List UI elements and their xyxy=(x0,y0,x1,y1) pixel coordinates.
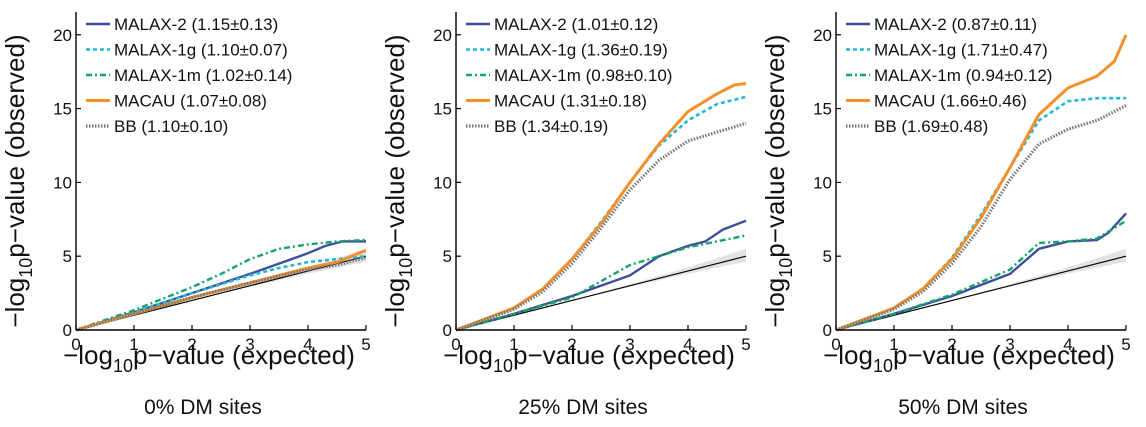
legend-entry: MALAX-2 (0.87±0.11) xyxy=(874,15,1037,34)
x-tick-label: 2 xyxy=(187,335,196,354)
series-line-bb xyxy=(835,104,1127,332)
x-tick-label: 5 xyxy=(1121,335,1130,354)
x-tick-label: 4 xyxy=(303,335,312,354)
qq-panel-2: 0 1 2 3 4 5 0 5 10 15 20 −log10p−value (observed) −l… xyxy=(380,12,751,419)
x-tick-label: 4 xyxy=(1063,335,1072,354)
legend-entry: MACAU (1.07±0.08) xyxy=(114,92,267,111)
x-axis-label: −log10p−value (expected) xyxy=(443,340,735,376)
series-line-bb xyxy=(75,256,367,332)
x-tick-label: 5 xyxy=(741,335,750,354)
series-line-bb xyxy=(455,121,747,332)
legend-entry: BB (1.69±0.48) xyxy=(874,117,988,136)
legend-entry: MALAX-1m (0.94±0.12) xyxy=(874,66,1052,85)
y-tick-label: 20 xyxy=(53,26,72,45)
y-tick-label: 5 xyxy=(443,247,452,266)
series-line-malax-1m xyxy=(455,234,747,332)
legend-entry: MACAU (1.66±0.46) xyxy=(874,92,1027,111)
y-tick-label: 20 xyxy=(813,26,832,45)
x-tick-label: 3 xyxy=(625,335,634,354)
y-axis-label: −log10p−value (observed) xyxy=(380,34,416,327)
legend-entry: BB (1.10±0.10) xyxy=(114,117,228,136)
panel-caption: 50% DM sites xyxy=(898,396,1028,419)
series-line-macau xyxy=(455,82,747,332)
y-tick-label: 0 xyxy=(823,321,832,340)
x-tick-label: 0 xyxy=(71,335,80,354)
legend: MALAX-2 (0.87±0.11) MALAX-1g (1.71±0.47) M… xyxy=(846,15,1052,136)
series-line-macau xyxy=(835,34,1128,332)
series-line-malax-1m xyxy=(835,219,1127,332)
legend-entry: MALAX-2 (1.01±0.12) xyxy=(494,15,658,34)
panel-caption: 0% DM sites xyxy=(144,396,262,419)
legend-entry: MALAX-1g (1.36±0.19) xyxy=(494,41,668,60)
y-tick-label: 10 xyxy=(813,173,832,192)
y-tick-label: 0 xyxy=(63,321,72,340)
qq-panel-3: 0 1 2 3 4 5 0 5 10 15 20 −log10p−value (observed) −l… xyxy=(760,12,1131,419)
y-tick-label: 0 xyxy=(443,321,452,340)
x-axis-label: −log10p−value (expected) xyxy=(823,340,1115,376)
series-line-malax-2 xyxy=(75,240,366,332)
legend-entry: MALAX-1m (0.98±0.10) xyxy=(494,66,672,85)
x-tick-label: 5 xyxy=(361,335,370,354)
y-tick-label: 5 xyxy=(63,247,72,266)
y-tick-label: 5 xyxy=(823,247,832,266)
y-tick-label: 10 xyxy=(53,173,72,192)
x-tick-label: 3 xyxy=(245,335,254,354)
y-tick-label: 10 xyxy=(433,173,452,192)
y-axis-label: −log10p−value (observed) xyxy=(760,34,796,327)
series-line-malax-1g xyxy=(75,254,367,332)
x-tick-label: 2 xyxy=(947,335,956,354)
legend: MALAX-2 (1.01±0.12) MALAX-1g (1.36±0.19) M… xyxy=(466,15,672,136)
legend: MALAX-2 (1.15±0.13) MALAX-1g (1.10±0.07) M… xyxy=(86,15,292,136)
y-tick-label: 15 xyxy=(433,100,452,119)
legend-entry: MALAX-2 (1.15±0.13) xyxy=(114,15,278,34)
x-tick-label: 1 xyxy=(509,335,518,354)
y-tick-label: 20 xyxy=(433,26,452,45)
y-tick-label: 15 xyxy=(53,100,72,119)
y-tick-label: 15 xyxy=(813,100,832,119)
legend-entry: MALAX-1g (1.71±0.47) xyxy=(874,41,1048,60)
legend-entry: MACAU (1.31±0.18) xyxy=(494,92,647,111)
panel-caption: 25% DM sites xyxy=(518,396,648,419)
y-axis-label: −log10p−value (observed) xyxy=(0,34,36,327)
x-tick-label: 4 xyxy=(683,335,692,354)
x-tick-label: 1 xyxy=(129,335,138,354)
legend-entry: MALAX-1m (1.02±0.14) xyxy=(114,66,292,85)
series-line-malax-1m xyxy=(75,238,367,332)
x-tick-label: 3 xyxy=(1005,335,1014,354)
x-tick-label: 1 xyxy=(889,335,898,354)
x-axis-label: −log10p−value (expected) xyxy=(63,340,355,376)
x-tick-label: 0 xyxy=(451,335,460,354)
x-tick-label: 2 xyxy=(567,335,576,354)
legend-entry: BB (1.34±0.19) xyxy=(494,117,608,136)
qq-panel-1: 0 1 2 3 4 5 0 5 10 15 20 −log10p−value (observed) −l… xyxy=(0,12,371,419)
legend-entry: MALAX-1g (1.10±0.07) xyxy=(114,41,288,60)
x-tick-label: 0 xyxy=(831,335,840,354)
